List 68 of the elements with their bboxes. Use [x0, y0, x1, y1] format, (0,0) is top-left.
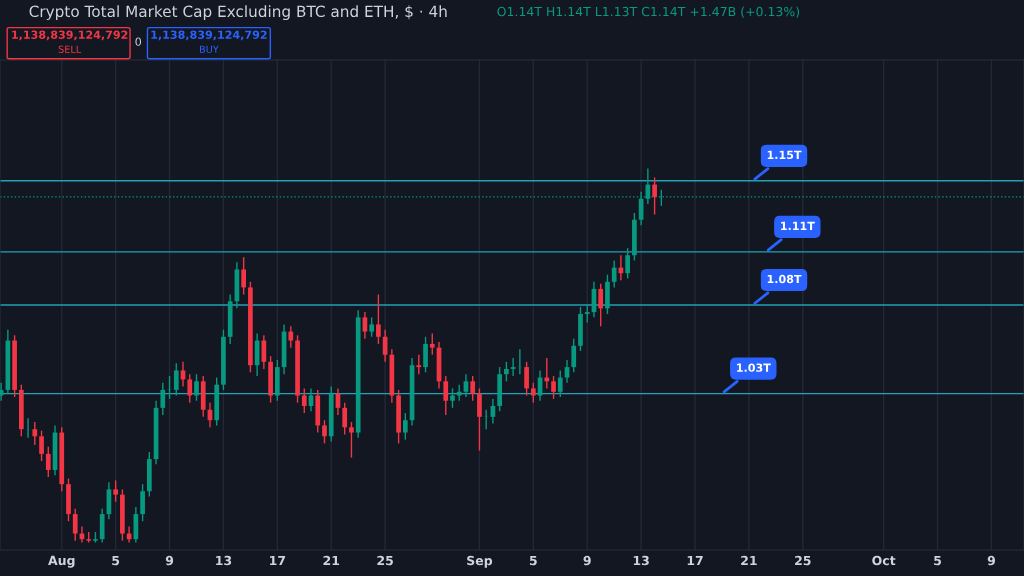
candlestick — [564, 359, 570, 384]
text: BUY — [199, 45, 219, 53]
candlestick — [423, 336, 428, 374]
x-tick-label: 13 — [633, 555, 649, 566]
ref-line-label: 1.08T — [767, 274, 802, 284]
candlestick — [416, 354, 422, 375]
candlestick — [611, 259, 617, 289]
x-tick-label: Aug — [48, 555, 75, 568]
x-tick-label: 17 — [270, 555, 286, 566]
candlestick — [470, 375, 476, 402]
candlestick — [39, 429, 44, 462]
candlestick — [450, 387, 455, 409]
candlestick — [45, 446, 51, 478]
x-tick-label: 13 — [216, 555, 232, 566]
candlestick — [0, 382, 4, 402]
x-tick-label: 9 — [583, 555, 591, 566]
candlestick — [625, 247, 631, 280]
candlestick — [524, 361, 529, 397]
ref-line-label: 1.03T — [737, 363, 771, 372]
candlestick — [557, 369, 563, 398]
candlestick — [376, 293, 381, 345]
candlestick — [342, 401, 348, 436]
x-tick-label: 9 — [165, 555, 174, 566]
candlestick — [571, 337, 577, 374]
candlestick — [187, 373, 193, 404]
candlestick — [194, 373, 199, 402]
x-tick-label: Sep — [467, 555, 493, 568]
candlestick — [443, 375, 449, 416]
text: 1,138,839,124,792 — [151, 30, 267, 41]
candlestick — [652, 176, 657, 216]
candlestick — [369, 316, 375, 338]
candlestick — [322, 419, 327, 445]
text: SELL — [58, 45, 82, 53]
candlestick — [160, 382, 166, 416]
candlestick — [72, 508, 78, 542]
candlestick — [113, 479, 119, 503]
candlestick — [477, 387, 482, 452]
candlestick — [530, 382, 536, 404]
candlestick — [288, 325, 294, 349]
candlestick — [598, 282, 604, 328]
x-tick-label: 5 — [529, 555, 537, 566]
x-tick-label: 5 — [112, 555, 120, 566]
candlestick — [173, 362, 179, 397]
x-tick-label: 9 — [987, 555, 995, 566]
candlestick — [429, 332, 435, 356]
x-tick-label: Oct — [872, 555, 896, 566]
candlestick — [551, 375, 556, 400]
x-tick-label: 5 — [934, 555, 942, 566]
candlestick — [241, 256, 247, 296]
ref-line-label: 1.11T — [781, 221, 815, 230]
candlestick — [463, 373, 469, 398]
text: 0 — [135, 37, 142, 46]
candlestick — [349, 421, 354, 459]
x-tick-label: 25 — [377, 555, 393, 566]
ref-line-label: 1.15T — [767, 150, 802, 160]
x-tick-label: 21 — [741, 555, 757, 566]
chart-title: Crypto Total Market Cap Excluding BTC and ETH, $ · 4h — [29, 5, 447, 21]
text: 1,138,839,124,792 — [12, 30, 128, 41]
candlestick — [362, 311, 368, 340]
candlestick — [32, 421, 38, 446]
candlestick — [140, 483, 145, 522]
candlestick — [301, 387, 307, 414]
candlestick — [402, 412, 408, 441]
x-tick-label: 21 — [323, 555, 340, 566]
text: O1.14T H1.14T L1.13T C1.14T +1.47B (+0.13%) — [497, 6, 800, 18]
x-tick-label: 17 — [687, 555, 703, 566]
x-tick-label: 25 — [795, 555, 811, 566]
candlestick — [504, 361, 509, 383]
